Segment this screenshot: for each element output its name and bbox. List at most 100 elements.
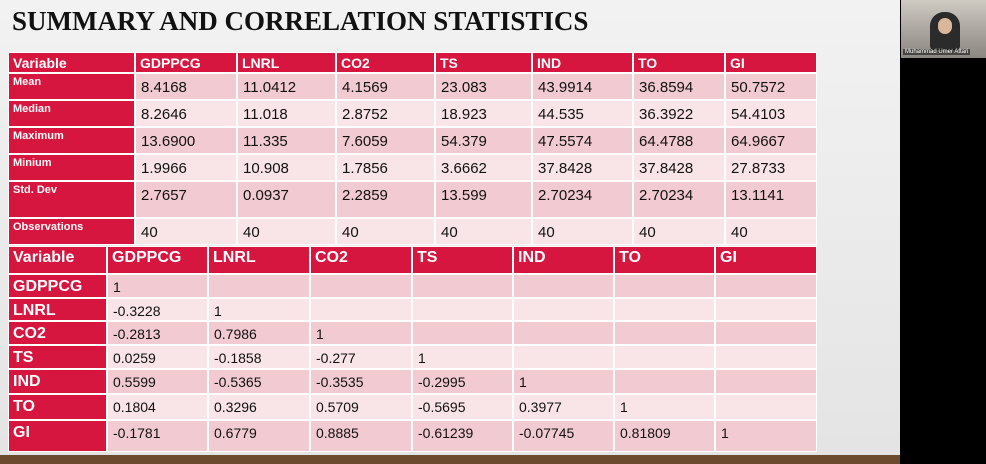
- data-cell: 2.7657: [135, 181, 237, 218]
- data-cell: 1.9966: [135, 154, 237, 181]
- data-cell: 7.6059: [336, 127, 435, 154]
- data-cell: 40: [237, 218, 336, 245]
- row-label: Minium: [8, 154, 135, 181]
- data-cell: 40: [725, 218, 817, 245]
- empty-cell: [715, 298, 817, 321]
- empty-cell: [513, 274, 614, 298]
- header-cell: GI: [715, 246, 817, 274]
- data-cell: 0.5709: [310, 394, 412, 420]
- data-cell: 54.4103: [725, 100, 817, 127]
- data-cell: -0.07745: [513, 420, 614, 452]
- data-cell: 37.8428: [532, 154, 633, 181]
- empty-cell: [412, 274, 513, 298]
- empty-cell: [614, 345, 715, 369]
- data-cell: 0.3296: [208, 394, 310, 420]
- empty-cell: [715, 369, 817, 394]
- data-cell: -0.1781: [107, 420, 208, 452]
- empty-cell: [614, 274, 715, 298]
- data-cell: 0.5599: [107, 369, 208, 394]
- data-cell: 0.81809: [614, 420, 715, 452]
- empty-cell: [513, 321, 614, 345]
- data-cell: -0.3228: [107, 298, 208, 321]
- data-cell: 2.70234: [532, 181, 633, 218]
- data-cell: -0.5365: [208, 369, 310, 394]
- empty-cell: [513, 298, 614, 321]
- empty-cell: [715, 321, 817, 345]
- data-cell: 37.8428: [633, 154, 725, 181]
- data-cell: 0.1804: [107, 394, 208, 420]
- empty-cell: [513, 345, 614, 369]
- data-cell: 44.535: [532, 100, 633, 127]
- header-cell: CO2: [310, 246, 412, 274]
- data-cell: 0.7986: [208, 321, 310, 345]
- data-cell: 50.7572: [725, 73, 817, 100]
- row-label: Mean: [8, 73, 135, 100]
- data-cell: 1.7856: [336, 154, 435, 181]
- data-cell: -0.1858: [208, 345, 310, 369]
- header-cell: GDPPCG: [107, 246, 208, 274]
- data-cell: 13.599: [435, 181, 532, 218]
- row-label: GI: [8, 420, 107, 452]
- participant-face: [938, 18, 952, 34]
- row-label: Std. Dev: [8, 181, 135, 218]
- data-cell: 40: [435, 218, 532, 245]
- data-cell: 1: [310, 321, 412, 345]
- empty-cell: [614, 321, 715, 345]
- data-cell: 36.8594: [633, 73, 725, 100]
- data-cell: 10.908: [237, 154, 336, 181]
- data-cell: 0.3977: [513, 394, 614, 420]
- data-cell: 11.335: [237, 127, 336, 154]
- empty-cell: [614, 298, 715, 321]
- row-label: IND: [8, 369, 107, 394]
- data-cell: 1: [412, 345, 513, 369]
- header-cell: TS: [412, 246, 513, 274]
- data-cell: 0.8885: [310, 420, 412, 452]
- row-label: GDPPCG: [8, 274, 107, 298]
- empty-cell: [614, 369, 715, 394]
- header-cell: Variable: [8, 52, 135, 73]
- data-cell: 36.3922: [633, 100, 725, 127]
- data-cell: 64.4788: [633, 127, 725, 154]
- header-cell: LNRL: [237, 52, 336, 73]
- row-label: TO: [8, 394, 107, 420]
- empty-cell: [310, 274, 412, 298]
- row-label: Maximum: [8, 127, 135, 154]
- data-cell: 40: [336, 218, 435, 245]
- data-cell: 2.2859: [336, 181, 435, 218]
- data-cell: 40: [532, 218, 633, 245]
- data-cell: 47.5574: [532, 127, 633, 154]
- data-cell: 8.4168: [135, 73, 237, 100]
- slide-title: SUMMARY AND CORRELATION STATISTICS: [12, 6, 589, 36]
- row-label: Median: [8, 100, 135, 127]
- data-cell: 1: [513, 369, 614, 394]
- data-cell: 40: [633, 218, 725, 245]
- data-cell: 1: [107, 274, 208, 298]
- empty-cell: [715, 394, 817, 420]
- header-cell: TS: [435, 52, 532, 73]
- row-label: LNRL: [8, 298, 107, 321]
- row-label: TS: [8, 345, 107, 369]
- row-label: Observations: [8, 218, 135, 245]
- data-cell: 27.8733: [725, 154, 817, 181]
- data-cell: -0.277: [310, 345, 412, 369]
- data-cell: 11.018: [237, 100, 336, 127]
- floor-strip: [0, 455, 900, 464]
- data-cell: 0.0937: [237, 181, 336, 218]
- header-cell: TO: [633, 52, 725, 73]
- data-cell: 54.379: [435, 127, 532, 154]
- empty-cell: [715, 274, 817, 298]
- data-cell: 40: [135, 218, 237, 245]
- data-cell: 3.6662: [435, 154, 532, 181]
- data-cell: 1: [208, 298, 310, 321]
- empty-cell: [310, 298, 412, 321]
- data-cell: 4.1569: [336, 73, 435, 100]
- data-cell: 8.2646: [135, 100, 237, 127]
- participant-name: Muhammad Umer Attari: [903, 49, 971, 55]
- data-cell: 0.0259: [107, 345, 208, 369]
- header-cell: IND: [513, 246, 614, 274]
- data-cell: 18.923: [435, 100, 532, 127]
- data-cell: -0.2813: [107, 321, 208, 345]
- empty-cell: [715, 345, 817, 369]
- data-cell: 13.6900: [135, 127, 237, 154]
- data-cell: 11.0412: [237, 73, 336, 100]
